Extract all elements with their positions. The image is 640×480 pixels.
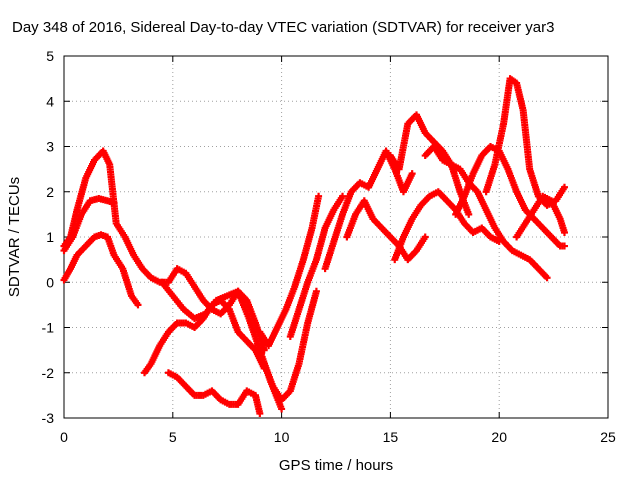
series-2 xyxy=(60,195,118,255)
tick-labels: 0 5 10 15 20 25 -3 -2 -1 0 1 2 3 4 5 xyxy=(42,48,616,445)
y-tick-label: 4 xyxy=(46,93,54,109)
y-tick-label: 1 xyxy=(46,229,54,245)
x-axis-label: GPS time / hours xyxy=(279,457,393,474)
data-point-marker xyxy=(110,199,118,207)
y-tick-label: -1 xyxy=(42,320,55,336)
chart-title: Day 348 of 2016, Sidereal Day-to-day VTE… xyxy=(12,19,554,36)
series-11 xyxy=(343,197,429,264)
series-13 xyxy=(391,188,503,264)
data-point-marker xyxy=(560,183,568,191)
data-point-marker xyxy=(560,228,568,236)
series-8 xyxy=(260,287,320,404)
y-tick-label: 3 xyxy=(46,139,54,155)
series-3 xyxy=(60,231,142,309)
series-9 xyxy=(286,192,347,341)
data-point-marker xyxy=(315,192,323,200)
y-axis-label: SDTVAR / TECUs xyxy=(6,177,23,297)
y-tick-label: 0 xyxy=(46,274,54,290)
series-17 xyxy=(513,192,568,241)
data-point-marker xyxy=(312,287,320,295)
y-tick-label: -2 xyxy=(42,365,55,381)
series-7 xyxy=(256,192,323,350)
data-point-marker xyxy=(560,242,568,250)
data-point-marker xyxy=(465,210,473,218)
y-tick-label: 2 xyxy=(46,184,54,200)
series-15 xyxy=(482,75,568,209)
data-point-marker xyxy=(408,170,416,178)
x-tick-label: 20 xyxy=(491,429,507,445)
data-point-marker xyxy=(278,405,286,413)
x-tick-label: 10 xyxy=(274,429,290,445)
series-16 xyxy=(452,143,568,250)
series-10 xyxy=(321,147,416,273)
x-tick-label: 0 xyxy=(60,429,68,445)
series-5 xyxy=(164,369,264,417)
data-point-marker xyxy=(339,192,347,200)
data-point-marker xyxy=(256,409,264,417)
x-tick-label: 5 xyxy=(169,429,177,445)
data-point-marker xyxy=(134,301,142,309)
data-point-marker xyxy=(421,233,429,241)
y-tick-label: 5 xyxy=(46,48,54,64)
data-point-marker xyxy=(543,274,551,282)
x-tick-label: 25 xyxy=(600,429,616,445)
x-tick-label: 15 xyxy=(383,429,399,445)
y-tick-label: -3 xyxy=(42,410,55,426)
series-14 xyxy=(421,143,551,282)
data-marks xyxy=(60,75,568,417)
